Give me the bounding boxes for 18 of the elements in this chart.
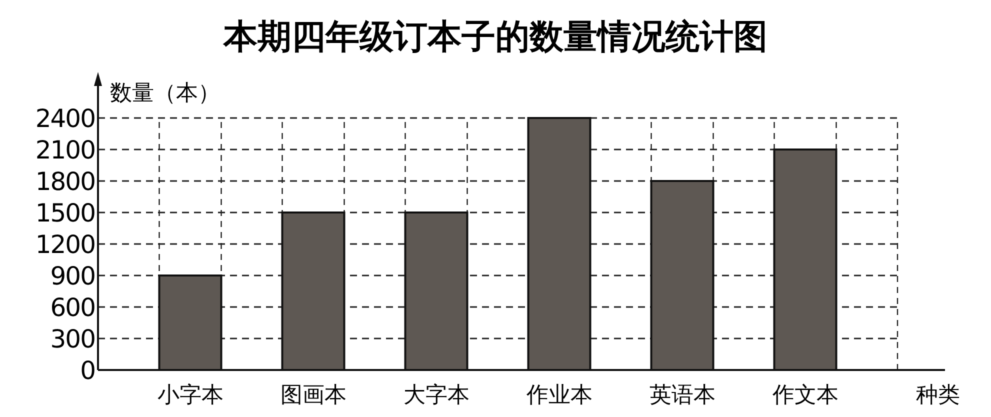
x-tick-label: 小字本 (157, 383, 224, 408)
y-tick-label: 300 (50, 324, 96, 354)
x-axis-title: 种类 (916, 383, 960, 408)
y-axis-title: 数量（本） (110, 81, 220, 106)
x-tick-label: 作文本 (771, 383, 838, 408)
y-tick-label: 0 (80, 356, 96, 385)
y-tick-label: 2100 (35, 136, 96, 164)
y-tick-label: 1200 (35, 230, 96, 259)
y-tick-label: 1500 (35, 198, 96, 228)
x-tick-label: 图画本 (280, 383, 346, 408)
chart-title: 本期四年级订本子的数量情况统计图 (222, 17, 768, 57)
y-tick-label: 2400 (35, 104, 96, 133)
x-tick-label: 大字本 (403, 383, 470, 408)
y-tick-label: 1800 (35, 167, 96, 196)
x-tick-label: 作业本 (525, 383, 592, 408)
y-tick-label: 900 (50, 262, 96, 290)
x-tick-label: 英语本 (649, 383, 716, 408)
y-tick-label: 600 (50, 293, 96, 322)
